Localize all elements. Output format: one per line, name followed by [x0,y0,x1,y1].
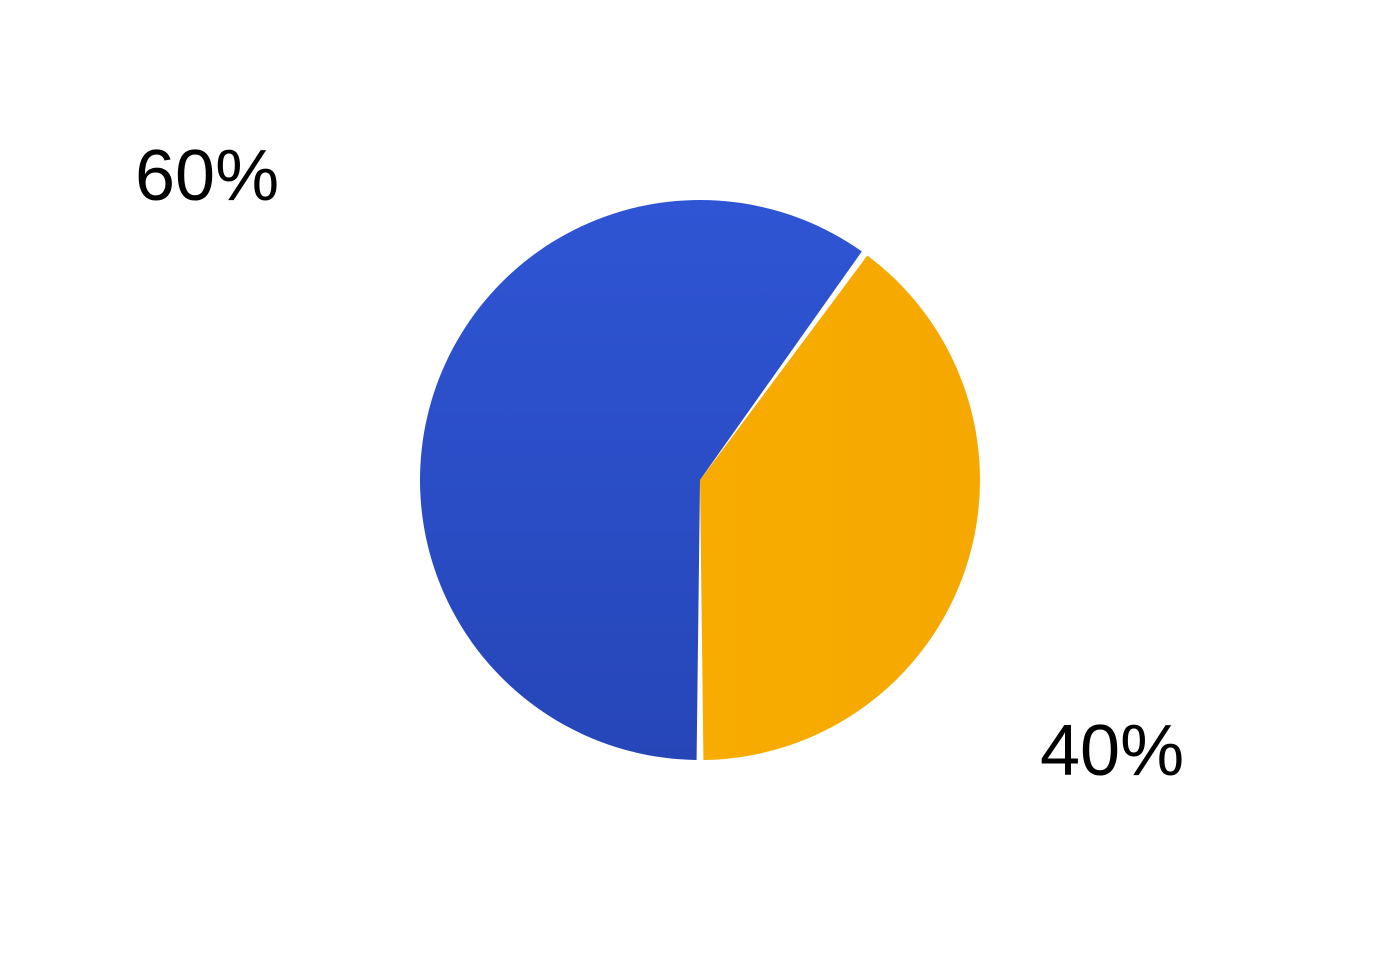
pie-chart-container [420,200,980,760]
slice-label-60: 60% [135,135,279,217]
pie-chart [420,200,980,760]
slice-label-40: 40% [1040,710,1184,792]
